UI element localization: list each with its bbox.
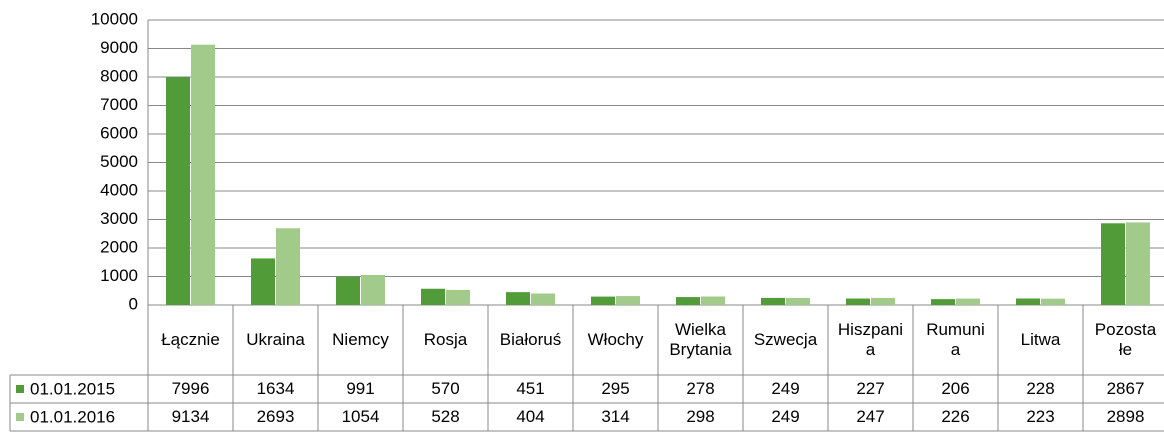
table-value: 2693 [256,407,295,426]
y-tick-label: 10000 [91,9,138,28]
category-label: Rosja [423,330,468,349]
table-value: 2867 [1106,379,1145,398]
bar [591,296,615,305]
bar [761,297,785,305]
bar [251,258,275,305]
legend-label: 01.01.2015 [30,379,115,398]
table-value: 206 [941,379,970,398]
table-value: 247 [856,407,885,426]
bar [786,297,810,305]
category-label: Białoruś [499,330,562,349]
y-tick-label: 3000 [100,209,138,228]
table-value: 228 [1026,379,1055,398]
table-value: 249 [771,379,800,398]
table-value: 249 [771,407,800,426]
category-label: Łącznie [161,330,220,349]
table-value: 1634 [256,379,295,398]
bar [1016,298,1040,305]
legend-swatch [16,385,24,393]
y-tick-label: 8000 [100,66,138,85]
y-tick-label: 0 [129,294,138,313]
y-tick-label: 5000 [100,152,138,171]
bar [956,298,980,305]
y-tick-label: 1000 [100,266,138,285]
legend-label: 01.01.2016 [30,407,115,426]
table-value: 298 [686,407,715,426]
bar [701,296,725,305]
y-tick-label: 4000 [100,180,138,199]
bar [166,77,190,305]
category-label: Litwa [1020,330,1061,349]
table-value: 2898 [1106,407,1145,426]
bar [871,297,895,305]
legend-swatch [16,413,24,421]
table-value: 528 [431,407,460,426]
bar [616,296,640,305]
y-tick-label: 2000 [100,237,138,256]
table-value: 295 [601,379,630,398]
table-value: 9134 [171,407,210,426]
bar [191,44,215,305]
table-value: 570 [431,379,460,398]
bar [1101,223,1125,305]
table-value: 227 [856,379,885,398]
y-tick-label: 9000 [100,38,138,57]
table-value: 278 [686,379,715,398]
category-label: Rumuni a [926,320,985,359]
bar [506,292,530,305]
bar [421,288,445,305]
category-label: Ukraina [246,330,305,349]
bar [1041,298,1065,305]
bar [1126,222,1150,305]
table-value: 223 [1026,407,1055,426]
category-label: Hiszpani a [837,320,904,359]
table-value: 7996 [171,379,210,398]
bar [931,299,955,305]
category-label: Niemcy [332,330,389,349]
table-value: 404 [516,407,545,426]
bar [361,274,385,305]
table-value: 991 [346,379,375,398]
category-label: Wielka Brytania [669,320,732,359]
y-tick-label: 6000 [100,123,138,142]
y-tick-label: 7000 [100,95,138,114]
bar [531,293,555,305]
category-label: Pozosta łe [1094,320,1157,359]
category-label: Szwecja [753,330,818,349]
table-value: 226 [941,407,970,426]
bar [846,298,870,305]
bar [276,228,300,305]
table-value: 1054 [341,407,380,426]
category-label: Włochy [587,330,644,349]
bar [676,297,700,305]
bar [446,289,470,305]
bar [336,276,360,305]
table-value: 314 [601,407,630,426]
table-value: 451 [516,379,545,398]
